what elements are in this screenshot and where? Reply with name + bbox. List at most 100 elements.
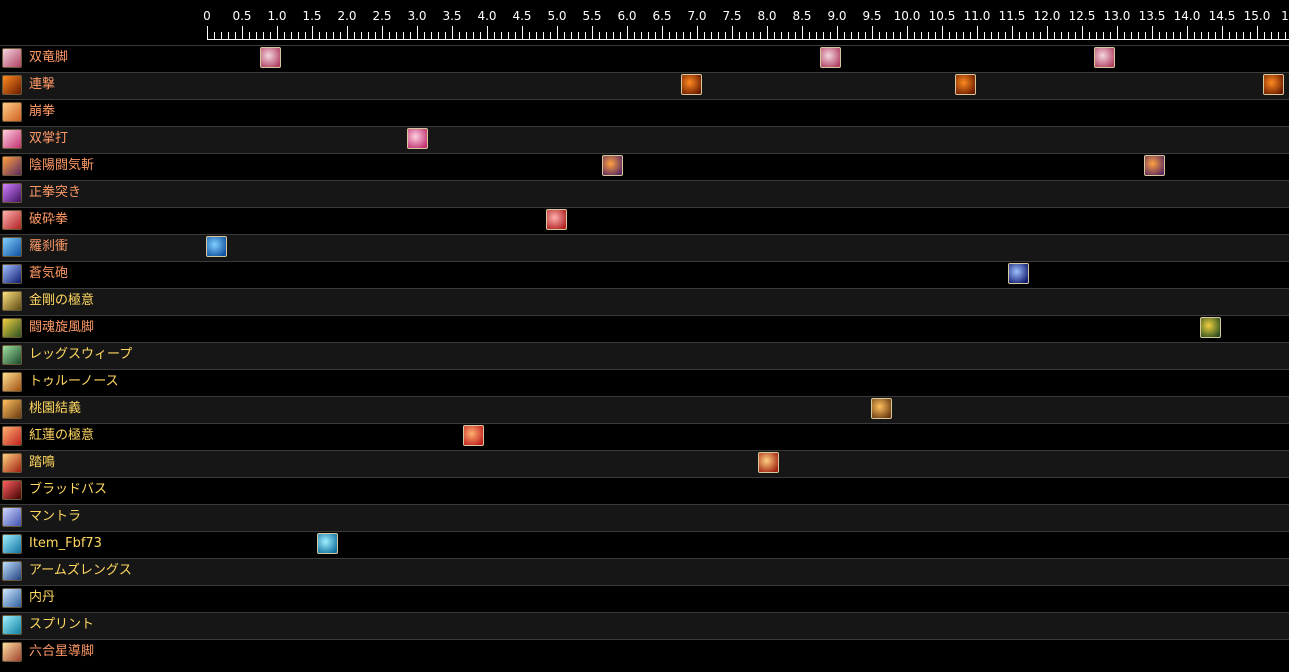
tick-mark: [1054, 32, 1055, 39]
leg-kick-cast-icon[interactable]: [259, 47, 281, 68]
tick-mark: [753, 32, 754, 39]
action-name: 六合星導脚: [29, 644, 95, 659]
tick-mark: [900, 32, 901, 39]
tick-mark: [830, 32, 831, 39]
tick-mark: [914, 32, 915, 39]
tick-mark: [921, 32, 922, 39]
action-row: 紅蓮の極意: [0, 423, 1289, 450]
tick-mark: [501, 32, 502, 39]
twin-palm-cast-icon[interactable]: [406, 128, 428, 149]
tick-mark: [1005, 32, 1006, 39]
action-name: 踏鳴: [29, 455, 56, 470]
tick-mark: [795, 32, 796, 39]
tick-mark: [1159, 32, 1160, 39]
fire-combo-cast-icon[interactable]: [955, 74, 976, 95]
riddle-of-fire-cast-icon[interactable]: [462, 425, 484, 446]
tick-mark: [347, 26, 348, 39]
tick-mark: [739, 32, 740, 39]
howling-fist-cast-icon[interactable]: [758, 452, 780, 473]
tornado-kick-cast-icon[interactable]: [1200, 317, 1221, 338]
howling-fist-icon: [2, 453, 22, 473]
tick-mark: [907, 26, 908, 39]
tick-mark: [1138, 32, 1139, 39]
tick-mark: [620, 32, 621, 39]
demolish-cast-icon[interactable]: [546, 209, 568, 230]
tick-label: 13.0: [1103, 9, 1131, 23]
tick-mark: [1117, 26, 1118, 39]
tick-mark: [1040, 32, 1041, 39]
action-row: マントラ: [0, 504, 1289, 531]
tick-mark: [235, 32, 236, 39]
tick-label: 4.5: [512, 9, 532, 23]
tick-mark: [949, 32, 950, 39]
tick-mark: [718, 32, 719, 39]
tick-mark: [396, 32, 397, 39]
tick-mark: [494, 32, 495, 39]
tick-mark: [1222, 26, 1223, 39]
tick-mark: [627, 26, 628, 39]
tick-mark: [942, 26, 943, 39]
action-row: 金剛の極意: [0, 288, 1289, 315]
tick-mark: [326, 32, 327, 39]
action-row: 桃園結義: [0, 396, 1289, 423]
ruler-baseline: [207, 39, 1289, 40]
tick-mark: [613, 32, 614, 39]
tick-label: 3.0: [407, 9, 427, 23]
tick-label: 0: [203, 9, 211, 23]
tick-mark: [480, 32, 481, 39]
tick-mark: [984, 32, 985, 39]
tick-mark: [1229, 32, 1230, 39]
action-name: 羅刹衝: [29, 239, 69, 254]
row-divider: [0, 72, 1289, 73]
tick-mark: [1173, 32, 1174, 39]
rush-cast-icon[interactable]: [206, 236, 227, 257]
blue-blast-cast-icon[interactable]: [1007, 263, 1029, 284]
tick-label: 6.5: [652, 9, 672, 23]
row-divider: [0, 369, 1289, 370]
row-divider: [0, 234, 1289, 235]
tick-mark: [1166, 32, 1167, 39]
tick-label: 1.0: [267, 9, 287, 23]
fire-combo-cast-icon[interactable]: [680, 74, 702, 95]
tick-mark: [382, 26, 383, 39]
tick-mark: [809, 32, 810, 39]
row-divider: [0, 45, 1289, 46]
tick-mark: [487, 26, 488, 39]
tick-mark: [781, 32, 782, 39]
brotherhood-cast-icon[interactable]: [871, 398, 892, 419]
tick-mark: [1061, 32, 1062, 39]
tick-label: 2.5: [372, 9, 392, 23]
tick-mark: [249, 32, 250, 39]
leg-kick-cast-icon[interactable]: [819, 47, 841, 68]
yin-yang-slash-cast-icon[interactable]: [1144, 155, 1165, 176]
action-name: 闘魂旋風脚: [29, 320, 95, 335]
action-name: ブラッドバス: [29, 482, 108, 497]
tick-label: 10.0: [893, 9, 921, 23]
tick-mark: [522, 26, 523, 39]
tick-mark: [767, 26, 768, 39]
tick-mark: [669, 32, 670, 39]
item-cast-icon[interactable]: [317, 533, 339, 554]
tick-mark: [683, 32, 684, 39]
tick-mark: [1236, 32, 1237, 39]
action-row: 連撃: [0, 72, 1289, 99]
leg-kick-cast-icon[interactable]: [1093, 47, 1115, 68]
action-name: 蒼気砲: [29, 266, 69, 281]
fire-combo-cast-icon[interactable]: [1263, 74, 1284, 95]
tick-mark: [410, 32, 411, 39]
row-divider: [0, 153, 1289, 154]
tick-mark: [641, 32, 642, 39]
tick-mark: [858, 32, 859, 39]
action-name: 陰陽闘気斬: [29, 158, 95, 173]
tick-mark: [557, 26, 558, 39]
leg-sweep-icon: [2, 345, 22, 365]
tick-mark: [466, 32, 467, 39]
tick-mark: [977, 26, 978, 39]
row-divider: [0, 531, 1289, 532]
yin-yang-slash-cast-icon[interactable]: [602, 155, 624, 176]
tick-mark: [403, 32, 404, 39]
action-row: 正拳突き: [0, 180, 1289, 207]
twin-palm-icon: [2, 129, 22, 149]
action-name: 連撃: [29, 77, 56, 92]
action-row: 双掌打: [0, 126, 1289, 153]
